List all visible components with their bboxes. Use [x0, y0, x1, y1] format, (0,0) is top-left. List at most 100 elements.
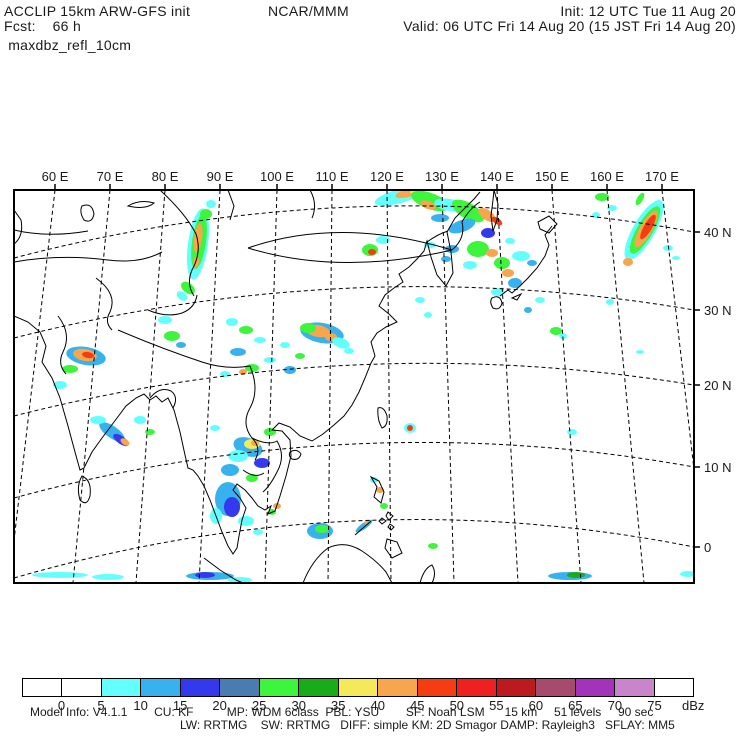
field-name: maxdbz_refl_10cm [4, 37, 132, 53]
coastline-path [377, 407, 388, 429]
model-info-line1: Model Info: V4.1.1 CU: KF MP: WDM 6class… [30, 705, 654, 719]
reflectivity-blob [550, 327, 562, 335]
lon-label: 140 E [480, 169, 514, 184]
colorbar-cell [495, 679, 536, 696]
reflectivity-blob [441, 256, 451, 262]
reflectivity-blob [635, 192, 645, 206]
colorbar-cell [377, 679, 417, 696]
reflectivity-blob [246, 474, 258, 482]
reflectivity-blob [239, 369, 247, 375]
reflectivity-blob [559, 333, 567, 339]
reflectivity-blob [176, 342, 186, 348]
colorbar-tick-label: 0 [57, 698, 66, 713]
reflectivity-blob [623, 258, 633, 266]
coastline-path [378, 517, 387, 525]
reflectivity-blob [463, 261, 477, 269]
reflectivity-blob [672, 256, 680, 260]
colorbar-cell [61, 679, 101, 696]
reflectivity-blob [494, 257, 510, 269]
meridian-line [661, 190, 694, 474]
colorbar-tick-label: 45 [410, 698, 425, 713]
reflectivity-blob [200, 209, 212, 219]
meridian-line [264, 190, 278, 583]
reflectivity-blob [315, 525, 329, 533]
model-info-line2: LW: RRTMG SW: RRTMG DIFF: simple KM: 2D … [180, 718, 675, 732]
reflectivity-blob [663, 245, 673, 251]
meridian-line [327, 190, 333, 583]
colorbar-cell [258, 679, 299, 696]
coastline-path [385, 511, 394, 521]
colorbar-cell [179, 679, 220, 696]
lat-label: 30 N [704, 303, 731, 318]
colorbar-unit-label: dBz [682, 698, 705, 713]
meridian-line [198, 190, 221, 583]
colorbar-tick-label: 65 [568, 698, 583, 713]
border-path [245, 365, 259, 461]
border-path [14, 229, 89, 235]
reflectivity-blob [407, 425, 413, 431]
lon-label: 60 E [42, 169, 69, 184]
reflectivity-blob [145, 429, 155, 435]
coastline-path [288, 449, 302, 460]
colorbar-tick-label: 15 [172, 698, 188, 713]
border-path [309, 190, 316, 219]
meridian-line [606, 190, 645, 583]
lon-label: 170 E [645, 169, 679, 184]
reflectivity-blob [264, 357, 276, 363]
lon-label: 80 E [152, 169, 179, 184]
reflectivity-blob [431, 214, 449, 222]
reflectivity-blob [535, 297, 545, 303]
reflectivity-blob [640, 214, 656, 240]
colorbar-tick-label: 70 [607, 698, 623, 713]
colorbar-cell [535, 679, 575, 696]
colorbar-cell [574, 679, 615, 696]
reflectivity-blob [344, 348, 354, 354]
colorbar-cell [614, 679, 654, 696]
colorbar-cell [337, 679, 378, 696]
coastline-path [80, 204, 95, 222]
reflectivity-blob [607, 205, 617, 211]
colorbar-tick-label: 40 [370, 698, 385, 713]
reflectivity-blob [82, 351, 94, 359]
reflectivity-blob [239, 326, 253, 334]
map-frame [13, 189, 695, 584]
reflectivity-blob [221, 464, 239, 476]
coastline-path [203, 557, 244, 583]
meridian-line [386, 190, 392, 583]
reflectivity-blob [512, 251, 530, 261]
colorbar-tick-label: 30 [291, 698, 306, 713]
reflectivity-blob [380, 503, 388, 509]
lon-label: 70 E [97, 169, 124, 184]
lon-label: 150 E [535, 169, 569, 184]
colorbar-tick-label: 50 [449, 698, 465, 713]
coastline-path [77, 475, 91, 504]
coastline-path [384, 538, 403, 559]
border-path [14, 251, 163, 263]
reflectivity-blob [238, 516, 254, 526]
parallel-line [14, 205, 694, 259]
coastline-path [126, 201, 156, 208]
reflectivity-blob [134, 416, 146, 424]
meridian-line [72, 190, 111, 583]
reflectivity-blob [606, 299, 614, 305]
reflectivity-blob [680, 571, 694, 577]
border-path [242, 469, 265, 476]
reflectivity-blob [253, 529, 263, 535]
valid-time: Valid: 06 UTC Fri 14 Aug 20 (15 JST Fri … [403, 18, 736, 34]
forecast-hour: Fcst: 66 h [4, 18, 82, 34]
meridian-line [14, 190, 56, 545]
colorbar-cell [23, 679, 62, 696]
reflectivity-blob [368, 249, 376, 255]
coastline-path [490, 296, 503, 310]
reflectivity-blob [228, 450, 248, 462]
reflectivity-blob [280, 342, 290, 348]
lon-label: 120 E [370, 169, 404, 184]
reflectivity-blob [164, 331, 180, 341]
reflectivity-blob [230, 348, 246, 356]
coastline-path [490, 190, 499, 232]
coastline-path [14, 191, 481, 555]
colorbar-tick-label: 5 [97, 698, 105, 713]
meridian-line [441, 190, 455, 583]
reflectivity-blob [595, 193, 609, 201]
